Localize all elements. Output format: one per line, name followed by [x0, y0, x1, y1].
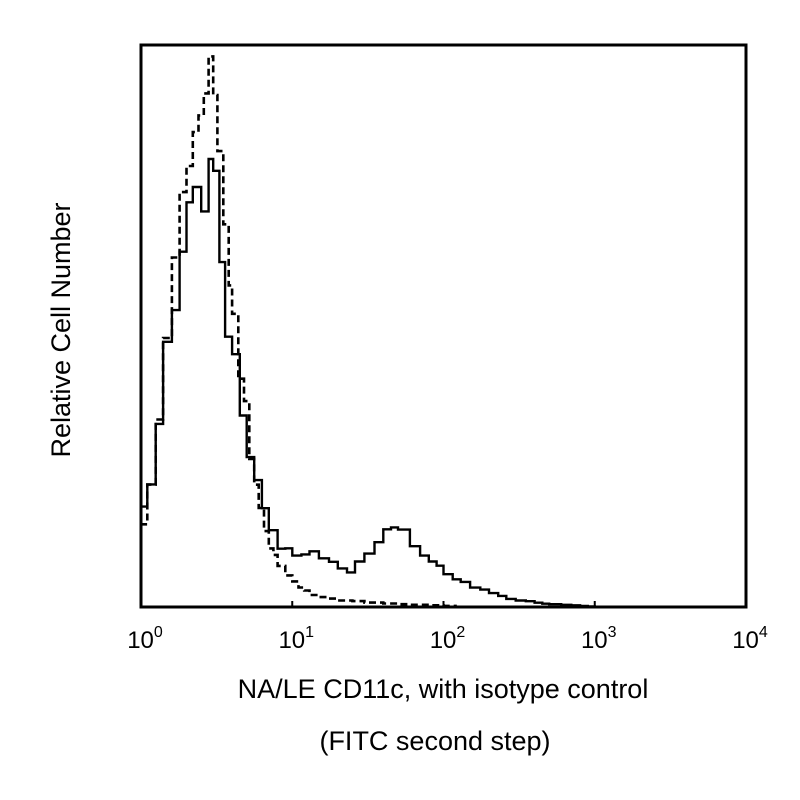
plot-frame	[139, 43, 748, 609]
x-tick-label: 104	[732, 624, 768, 654]
x-tick-label: 102	[430, 624, 466, 654]
x-tick-label: 103	[581, 624, 617, 654]
x-axis-ticks: 100 101 102 103 104	[127, 601, 768, 654]
x-axis-label-line2: (FITC second step)	[319, 726, 550, 756]
histogram-series-dashed	[139, 55, 471, 609]
x-axis-label-line1: NA/LE CD11c, with isotype control	[238, 674, 649, 704]
x-tick-label: 100	[127, 624, 163, 654]
x-tick-label: 101	[278, 624, 314, 654]
histogram-series-solid	[139, 157, 604, 609]
y-axis-label: Relative Cell Number	[46, 202, 76, 457]
series-layer	[139, 55, 604, 609]
